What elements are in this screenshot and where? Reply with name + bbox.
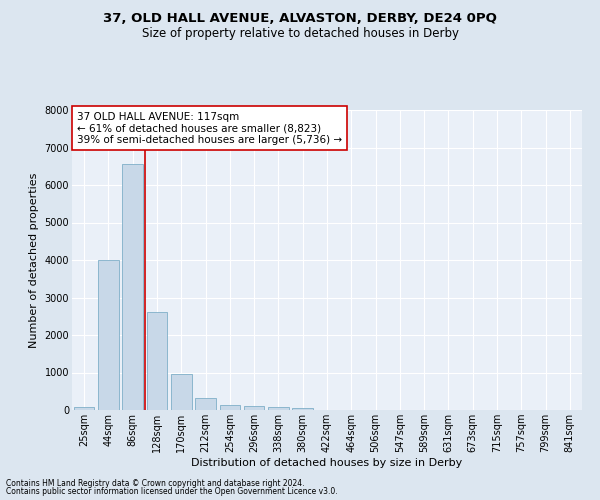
Bar <box>171 374 191 410</box>
Text: Contains HM Land Registry data © Crown copyright and database right 2024.: Contains HM Land Registry data © Crown c… <box>6 478 305 488</box>
Bar <box>122 164 143 410</box>
Bar <box>220 405 240 410</box>
Bar <box>195 398 216 410</box>
Bar <box>146 312 167 410</box>
Bar <box>244 406 265 410</box>
Bar <box>74 407 94 410</box>
Text: 37 OLD HALL AVENUE: 117sqm
← 61% of detached houses are smaller (8,823)
39% of s: 37 OLD HALL AVENUE: 117sqm ← 61% of deta… <box>77 112 342 144</box>
Text: Size of property relative to detached houses in Derby: Size of property relative to detached ho… <box>142 28 458 40</box>
Y-axis label: Number of detached properties: Number of detached properties <box>29 172 39 348</box>
Bar <box>98 260 119 410</box>
Text: 37, OLD HALL AVENUE, ALVASTON, DERBY, DE24 0PQ: 37, OLD HALL AVENUE, ALVASTON, DERBY, DE… <box>103 12 497 26</box>
Text: Contains public sector information licensed under the Open Government Licence v3: Contains public sector information licen… <box>6 487 338 496</box>
Bar <box>268 406 289 410</box>
Bar <box>292 408 313 410</box>
X-axis label: Distribution of detached houses by size in Derby: Distribution of detached houses by size … <box>191 458 463 468</box>
